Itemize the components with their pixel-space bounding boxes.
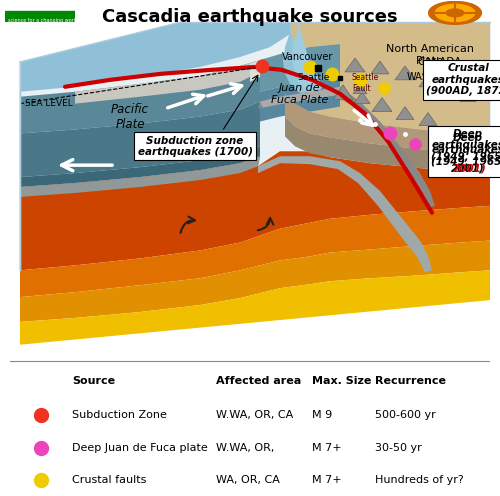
Text: SEA LEVEL: SEA LEVEL bbox=[25, 99, 73, 108]
Text: M 9: M 9 bbox=[312, 410, 332, 420]
Text: science for a changing world: science for a changing world bbox=[8, 18, 79, 23]
Text: Max. Size: Max. Size bbox=[312, 376, 372, 386]
Polygon shape bbox=[20, 22, 310, 92]
Polygon shape bbox=[20, 60, 260, 133]
Text: Deep
earthquakes
(1949, 1965,
2001): Deep earthquakes (1949, 1965, 2001) bbox=[431, 129, 500, 174]
Text: Recurrence: Recurrence bbox=[375, 376, 446, 386]
Polygon shape bbox=[20, 156, 260, 197]
Circle shape bbox=[446, 9, 464, 17]
Text: Juan de
Fuca Plate: Juan de Fuca Plate bbox=[272, 83, 328, 105]
Polygon shape bbox=[430, 126, 444, 156]
Text: WASHINGTON: WASHINGTON bbox=[406, 72, 474, 82]
Text: Hundreds of yr?: Hundreds of yr? bbox=[375, 475, 464, 485]
Polygon shape bbox=[292, 22, 318, 94]
Polygon shape bbox=[419, 75, 437, 87]
Polygon shape bbox=[354, 92, 370, 104]
Polygon shape bbox=[258, 87, 435, 208]
Text: Deep
earthquakes
(1949, 1965,: Deep earthquakes (1949, 1965, bbox=[431, 133, 500, 167]
Text: Pacific
Plate: Pacific Plate bbox=[111, 103, 149, 130]
Polygon shape bbox=[260, 77, 340, 122]
Text: 2001): 2001) bbox=[453, 163, 487, 173]
Bar bbox=[5, 10, 75, 22]
Polygon shape bbox=[20, 102, 260, 177]
Text: 30-50 yr: 30-50 yr bbox=[375, 443, 422, 453]
Text: Vancouver: Vancouver bbox=[282, 52, 334, 62]
Polygon shape bbox=[258, 156, 432, 272]
Circle shape bbox=[435, 4, 475, 21]
Polygon shape bbox=[395, 66, 415, 80]
Polygon shape bbox=[419, 113, 437, 125]
Polygon shape bbox=[353, 84, 367, 94]
Polygon shape bbox=[372, 98, 392, 112]
Polygon shape bbox=[260, 87, 345, 108]
Polygon shape bbox=[345, 58, 365, 72]
Polygon shape bbox=[441, 82, 459, 94]
Polygon shape bbox=[280, 22, 490, 136]
Text: WA, OR, CA: WA, OR, CA bbox=[216, 475, 280, 485]
Polygon shape bbox=[250, 60, 260, 82]
Polygon shape bbox=[260, 44, 340, 92]
Polygon shape bbox=[20, 151, 490, 270]
Polygon shape bbox=[371, 61, 389, 74]
Polygon shape bbox=[20, 22, 490, 270]
Polygon shape bbox=[285, 94, 490, 156]
Text: M 7+: M 7+ bbox=[312, 443, 342, 453]
Text: W.WA, OR, CA: W.WA, OR, CA bbox=[216, 410, 294, 420]
Polygon shape bbox=[75, 60, 260, 104]
Text: Cascadia earthquake sources: Cascadia earthquake sources bbox=[102, 8, 398, 26]
Text: CANADA: CANADA bbox=[418, 57, 462, 67]
Text: 500-600 yr: 500-600 yr bbox=[375, 410, 436, 420]
Text: Subduction Zone: Subduction Zone bbox=[72, 410, 168, 420]
Text: ≡USGS: ≡USGS bbox=[10, 0, 54, 8]
Polygon shape bbox=[290, 22, 322, 96]
Circle shape bbox=[428, 1, 482, 24]
Polygon shape bbox=[333, 85, 353, 100]
Text: North American
Plate: North American Plate bbox=[386, 44, 474, 66]
Text: Crustal faults: Crustal faults bbox=[72, 475, 147, 485]
Text: Seattle: Seattle bbox=[298, 73, 330, 82]
Text: Affected area: Affected area bbox=[216, 376, 302, 386]
Text: Crustal
earthquakes
(900AD, 1872): Crustal earthquakes (900AD, 1872) bbox=[426, 63, 500, 96]
Polygon shape bbox=[283, 32, 322, 96]
Text: Source: Source bbox=[72, 376, 116, 386]
Text: M 7+: M 7+ bbox=[312, 475, 342, 485]
Polygon shape bbox=[20, 146, 260, 187]
Polygon shape bbox=[20, 270, 490, 345]
Text: Seattle
Fault: Seattle Fault bbox=[352, 73, 380, 93]
Text: W.WA, OR,: W.WA, OR, bbox=[216, 443, 275, 453]
Polygon shape bbox=[460, 91, 476, 102]
Polygon shape bbox=[396, 107, 414, 120]
Polygon shape bbox=[20, 241, 490, 322]
Text: Deep Juan de Fuca plate: Deep Juan de Fuca plate bbox=[72, 443, 208, 453]
Polygon shape bbox=[20, 206, 490, 297]
Polygon shape bbox=[285, 117, 490, 173]
Text: Subduction zone
earthquakes (1700): Subduction zone earthquakes (1700) bbox=[138, 135, 252, 157]
